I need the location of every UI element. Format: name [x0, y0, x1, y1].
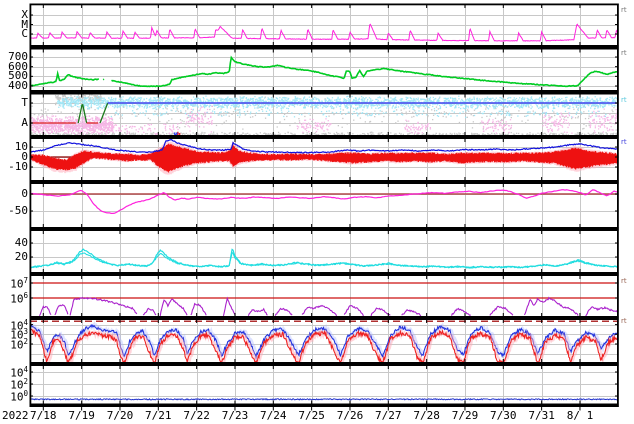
y-tick-label-xray-flux: C [21, 27, 28, 40]
realtime-flag-label: rt [621, 49, 627, 57]
realtime-flag-label: rt [621, 96, 627, 104]
realtime-flag-label: rt [621, 6, 627, 14]
x-tick-label: 7/27 [375, 409, 402, 422]
x-tick-label: 7/25 [298, 409, 325, 422]
y-tick-label-electron-flux: 103 [10, 327, 28, 342]
y-tick-label-solar-wind-speed: 700 [8, 50, 28, 63]
x-tick-label: 7/28 [413, 409, 440, 422]
y-tick-label-background-flux: 100 [10, 389, 28, 404]
y-tick-label-xray-flux: M [21, 17, 28, 31]
x-tick-label: 7/26 [336, 409, 364, 422]
x-tick-label: 7/22 [183, 409, 210, 422]
x-tick-label: 7/24 [260, 409, 287, 422]
y-tick-label-imf-b: 10 [14, 140, 28, 153]
y-tick-label-imf-b: 0 [21, 150, 28, 163]
x-tick-label: 7/31 [528, 409, 555, 422]
x-tick-label: 8/ 1 [566, 409, 594, 422]
y-tick-label-density: 40 [14, 236, 28, 249]
y-tick-label-electron-flux: 102 [10, 337, 28, 352]
y-tick-label-dst: 0 [21, 187, 28, 200]
y-tick-label-density: 20 [14, 250, 28, 263]
y-tick-label-background-flux: 104 [10, 365, 28, 380]
y-tick-label-status: T [21, 96, 28, 109]
y-tick-label-background-flux: 102 [10, 377, 28, 392]
realtime-flag-label: rt [621, 317, 627, 325]
y-tick-label-solar-wind-speed: 600 [8, 59, 28, 73]
y-tick-label-solar-wind-speed: 400 [8, 79, 28, 92]
x-tick-label: 7/20 [106, 409, 134, 422]
x-tick-label: 7/21 [145, 409, 172, 422]
x-tick-label: 7/19 [68, 409, 95, 422]
realtime-flag-label: rt [621, 277, 627, 285]
y-tick-label-status: A [21, 116, 28, 129]
x-tick-label: 7/29 [451, 409, 479, 422]
x-tick-label: 7/30 [490, 409, 517, 422]
y-tick-label-xray-flux: X [21, 8, 28, 21]
x-axis-year-label: 2022 [2, 409, 29, 422]
y-tick-label-electron-flux: 104 [10, 317, 28, 333]
x-tick-label: 7/23 [221, 409, 249, 422]
y-tick-label-solar-wind-speed: 500 [8, 69, 28, 83]
realtime-flag-label: rt [621, 138, 627, 146]
y-tick-label-dst: -50 [8, 204, 28, 217]
y-tick-label-proton-flux: 107 [10, 276, 28, 291]
y-tick-label-proton-flux: 106 [10, 291, 28, 306]
x-tick-label: 7/18 [30, 409, 57, 422]
y-tick-label-imf-b: -10 [8, 160, 28, 173]
